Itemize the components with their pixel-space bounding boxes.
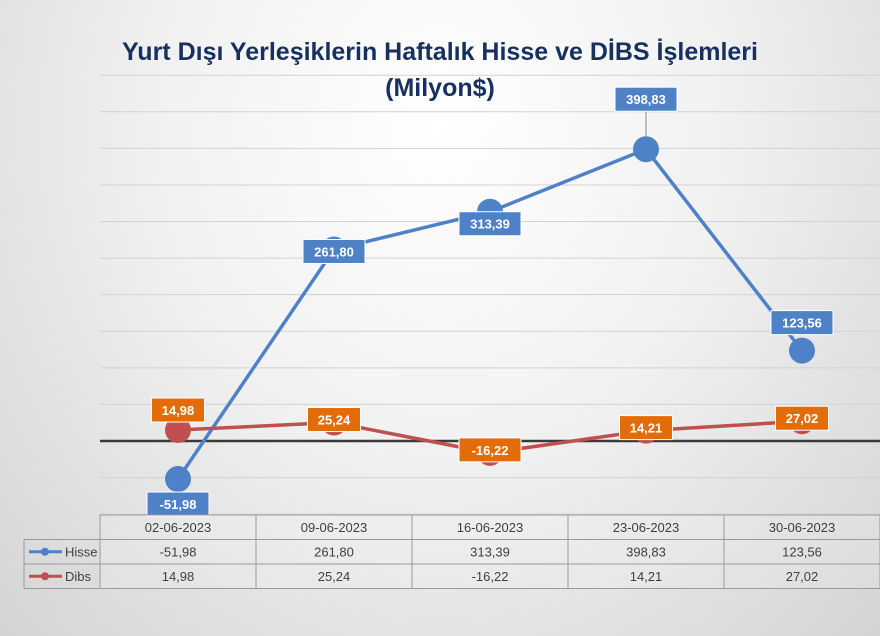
table-cell-value: 14,21 bbox=[630, 569, 663, 584]
data-point-dibs bbox=[165, 417, 191, 444]
table-cell-value: 14,98 bbox=[162, 569, 195, 584]
data-label-hisse-text: 313,39 bbox=[470, 217, 510, 232]
data-label-hisse: 261,80 bbox=[302, 238, 366, 264]
data-label-dibs-text: 14,21 bbox=[630, 421, 663, 436]
legend-key-marker-hisse bbox=[41, 547, 49, 556]
chart-title-line-2: (Milyon$) bbox=[385, 74, 495, 102]
data-label-hisse-box bbox=[458, 211, 522, 237]
table-cell-value: 261,80 bbox=[314, 545, 354, 560]
series-line-hisse bbox=[176, 147, 804, 481]
data-label-dibs: 14,21 bbox=[619, 415, 673, 441]
data-label-hisse-box bbox=[146, 491, 210, 517]
data-label-dibs-box bbox=[619, 415, 673, 441]
chart-title-line-1: Yurt Dışı Yerleşiklerin Haftalık Hisse v… bbox=[122, 38, 758, 66]
legend-key-marker-dibs bbox=[41, 572, 49, 581]
legend-series-name: Hisse bbox=[65, 545, 98, 560]
data-label-dibs-box bbox=[307, 407, 361, 433]
table-cell-value: -51,98 bbox=[160, 545, 197, 560]
data-label-dibs-box bbox=[775, 405, 829, 431]
data-label-hisse-text: 398,83 bbox=[626, 92, 666, 107]
table-cell-value: 123,56 bbox=[782, 545, 822, 560]
data-label-dibs: 27,02 bbox=[775, 405, 829, 431]
table-cell-value: 27,02 bbox=[786, 569, 819, 584]
data-point-hisse bbox=[165, 466, 191, 493]
data-label-hisse: 313,39 bbox=[458, 211, 522, 237]
data-label-hisse-box bbox=[770, 310, 834, 336]
data-label-dibs: -16,22 bbox=[458, 437, 522, 463]
data-label-hisse: -51,98 bbox=[146, 491, 210, 517]
table-cell-value: -16,22 bbox=[472, 569, 509, 584]
data-label-dibs-text: 25,24 bbox=[318, 413, 351, 428]
data-table-bg bbox=[100, 515, 880, 589]
x-category-label: 30-06-2023 bbox=[769, 520, 836, 535]
data-label-dibs: 25,24 bbox=[307, 407, 361, 433]
table-cell-value: 25,24 bbox=[318, 569, 351, 584]
x-category-label: 09-06-2023 bbox=[301, 520, 368, 535]
x-category-label: 16-06-2023 bbox=[457, 520, 524, 535]
x-category-label: 23-06-2023 bbox=[613, 520, 680, 535]
legend-series-name: Dibs bbox=[65, 569, 92, 584]
data-label-hisse-box bbox=[614, 86, 678, 112]
data-label-dibs: 14,98 bbox=[151, 397, 205, 423]
data-label-hisse-text: 123,56 bbox=[782, 316, 822, 331]
table-cell-value: 313,39 bbox=[470, 545, 510, 560]
x-category-label: 02-06-2023 bbox=[145, 520, 212, 535]
data-point-hisse bbox=[789, 337, 815, 364]
data-label-hisse: 123,56 bbox=[770, 310, 834, 336]
data-label-hisse: 398,83 bbox=[614, 86, 678, 112]
data-label-dibs-text: 27,02 bbox=[786, 411, 819, 426]
data-label-dibs-text: -16,22 bbox=[472, 443, 509, 458]
data-label-hisse-text: 261,80 bbox=[314, 244, 354, 259]
table-cell-value: 398,83 bbox=[626, 545, 666, 560]
data-point-hisse bbox=[633, 136, 659, 163]
data-label-dibs-box bbox=[458, 437, 522, 463]
data-label-hisse-box bbox=[302, 238, 366, 264]
data-label-hisse-text: -51,98 bbox=[160, 497, 197, 512]
data-label-dibs-text: 14,98 bbox=[162, 403, 195, 418]
data-label-dibs-box bbox=[151, 397, 205, 423]
